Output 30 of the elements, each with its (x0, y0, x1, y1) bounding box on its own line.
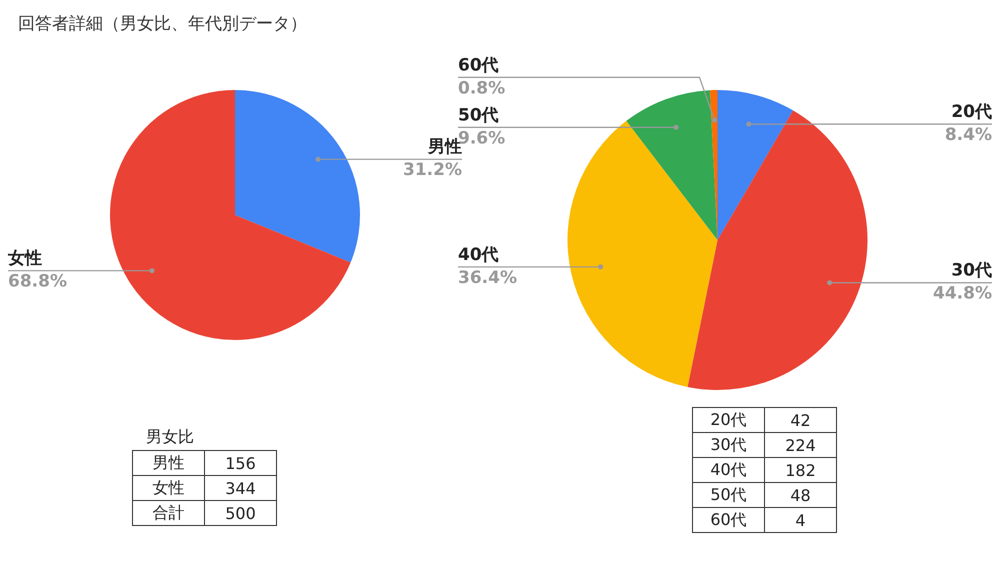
slice-label: 40代 (458, 244, 499, 265)
text: 344 (204, 476, 276, 500)
category-label: 男性 (152, 452, 184, 472)
data-label: 31.2% (403, 160, 462, 180)
text: 500 (225, 504, 256, 522)
slice-label: 女性 (7, 248, 42, 269)
text: 182 (764, 458, 836, 482)
text: 48 (764, 482, 836, 508)
data-label: 44.8% (933, 284, 992, 304)
slice-label: 30代 (692, 432, 764, 458)
chart-title: 回答者詳細（男女比、年代別データ） (18, 13, 307, 35)
text: 合計 (132, 500, 204, 526)
text: 42 (764, 408, 836, 432)
text: 男女比 (146, 427, 194, 448)
slice-label: 50代 (458, 105, 499, 126)
data-label: 0.8% (458, 78, 506, 98)
data-label: 8.4% (944, 125, 992, 146)
category-label: 40代 (710, 460, 747, 478)
category-label: 女性 (152, 478, 184, 496)
slice-label: 60代 (458, 55, 499, 76)
category-label: 60代 (710, 510, 747, 528)
slice-label: 30代 (951, 260, 992, 281)
slice-label: 20代 (951, 102, 992, 122)
data-label: 68.8% (8, 272, 67, 292)
text: 156 (204, 450, 276, 476)
data-label: 36.4% (458, 268, 517, 288)
category-label: 50代 (710, 484, 747, 504)
category-label: 20代 (710, 410, 747, 428)
text: 224 (764, 432, 836, 458)
text: 4 (764, 508, 836, 532)
